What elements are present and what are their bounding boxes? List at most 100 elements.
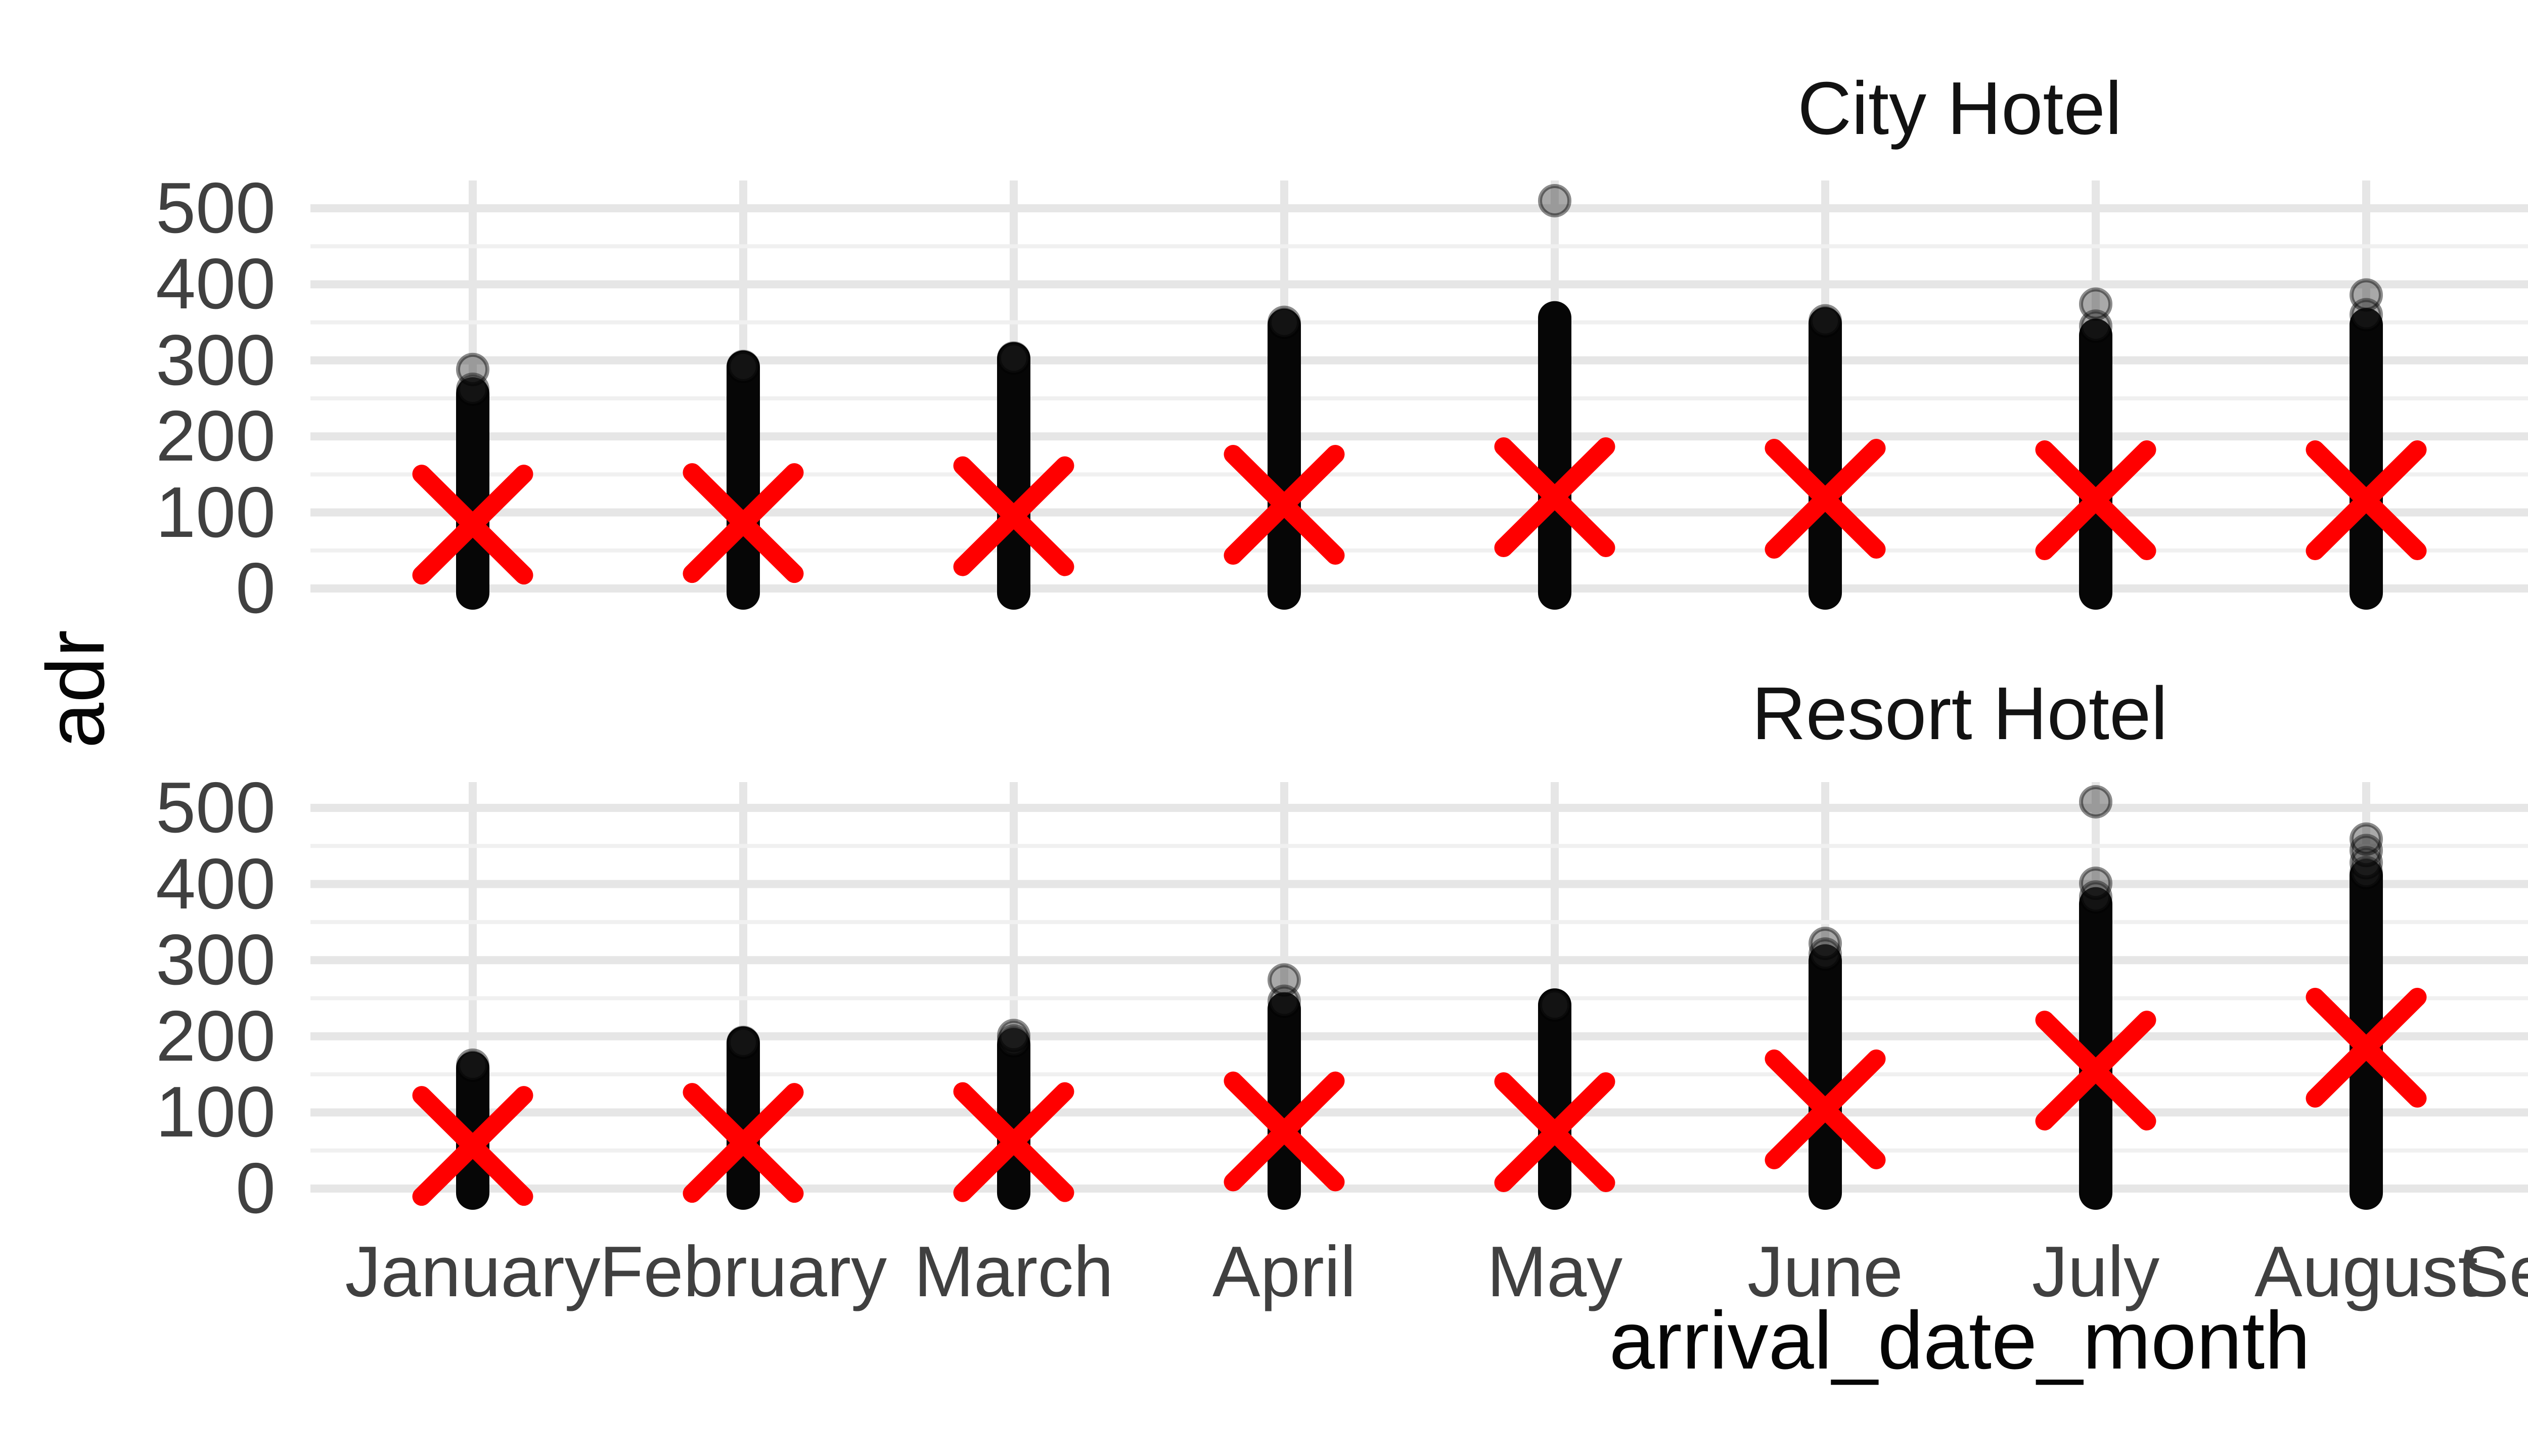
y-tick-label: 300 (156, 320, 276, 400)
gridline-major-horizontal (310, 804, 2528, 812)
gridline-minor-horizontal (310, 1072, 2528, 1077)
gridline-major-horizontal (310, 204, 2528, 212)
mean-x-marker (412, 1086, 533, 1206)
gridline-minor-horizontal (310, 472, 2528, 477)
mean-x-marker (683, 463, 804, 583)
x-tick-label: April (1212, 1232, 1357, 1312)
x-tick-label: May (1486, 1232, 1623, 1312)
outlier-point (1268, 963, 1301, 997)
gridline-major-horizontal (310, 956, 2528, 965)
outlier-point (997, 1019, 1030, 1053)
outlier-point (2350, 822, 2383, 856)
gridline-major-horizontal (310, 356, 2528, 365)
adr-point-strip (1268, 992, 1301, 1210)
mean-x-marker (1494, 1072, 1615, 1193)
gridline-major-horizontal (310, 280, 2528, 289)
adr-point-strip (727, 350, 760, 610)
gridline-major-horizontal (310, 584, 2528, 593)
outlier-point (727, 349, 760, 383)
outlier-point (2350, 834, 2383, 868)
outlier-point (2350, 298, 2383, 332)
outlier-point (2079, 785, 2112, 818)
adr-point-strip (456, 377, 489, 610)
y-axis-title: adr (30, 629, 121, 749)
mean-x-marker (1224, 1071, 1345, 1192)
x-tick-label: March (914, 1232, 1114, 1312)
outlier-point (1809, 927, 1842, 961)
gridline-minor-horizontal (310, 844, 2528, 848)
y-tick-label: 200 (156, 995, 276, 1076)
gridline-major-horizontal (310, 1185, 2528, 1193)
gridline-minor-horizontal (310, 320, 2528, 325)
x-tick-label: June (1747, 1232, 1903, 1312)
y-tick-label: 200 (156, 396, 276, 477)
adr-point-strip (2350, 308, 2383, 610)
gridline-major-horizontal (310, 880, 2528, 888)
mean-x-marker (953, 456, 1074, 576)
adr-point-strip (1809, 944, 1842, 1210)
outlier-point (456, 1049, 489, 1082)
facet-title-city-hotel: City Hotel (1797, 67, 2122, 150)
outlier-point (2079, 867, 2112, 900)
adr-point-strip (2079, 887, 2112, 1210)
gridline-minor-horizontal (310, 996, 2528, 1000)
outlier-point (2350, 278, 2383, 312)
adr-point-strip (1538, 301, 1571, 610)
outlier-point (1268, 984, 1301, 1018)
adr-point-strip (2350, 859, 2383, 1210)
outlier-point (1268, 305, 1301, 339)
x-tick-label: September (2461, 1232, 2528, 1312)
x-tick-label: January (345, 1232, 601, 1312)
outlier-point (1538, 184, 1571, 217)
adr-point-strip (1538, 988, 1571, 1210)
gridline-minor-horizontal (310, 396, 2528, 400)
adr-point-strip (1809, 307, 1842, 610)
gridline-minor-horizontal (310, 920, 2528, 924)
y-tick-label: 500 (156, 168, 276, 248)
x-tick-label: February (599, 1232, 887, 1312)
outlier-point (2079, 287, 2112, 321)
x-tick-label: August (2254, 1232, 2478, 1312)
y-tick-label: 0 (236, 548, 276, 628)
mean-x-marker (2035, 440, 2156, 561)
y-tick-label: 400 (156, 843, 276, 924)
outlier-point (456, 372, 489, 406)
y-tick-label: 400 (156, 244, 276, 325)
outlier-point (1538, 988, 1571, 1022)
mean-x-marker (2035, 1011, 2156, 1131)
y-tick-label: 100 (156, 472, 276, 553)
gridline-minor-horizontal (310, 548, 2528, 553)
adr-point-strip (997, 342, 1030, 610)
mean-x-marker (1224, 445, 1345, 565)
x-axis-title: arrival_date_month (1609, 1295, 2311, 1386)
mean-x-marker (1765, 439, 1886, 559)
mean-x-marker (412, 465, 533, 585)
mean-x-marker (2306, 440, 2427, 561)
gridline-minor-horizontal (310, 244, 2528, 249)
outlier-point (456, 352, 489, 386)
adr-point-strip (1268, 308, 1301, 610)
y-tick-label: 500 (156, 767, 276, 848)
x-tick-label: July (2032, 1232, 2160, 1312)
y-tick-label: 0 (236, 1148, 276, 1228)
facet-title-resort-hotel: Resort Hotel (1751, 672, 2168, 755)
gridline-major-horizontal (310, 432, 2528, 441)
mean-x-marker (1494, 437, 1615, 558)
outlier-point (2079, 880, 2112, 914)
y-tick-label: 300 (156, 920, 276, 1000)
adr-point-strip (997, 1028, 1030, 1210)
outlier-point (727, 1025, 760, 1059)
adr-point-strip (456, 1052, 489, 1210)
y-tick-label: 100 (156, 1072, 276, 1153)
outlier-point (2350, 846, 2383, 880)
outlier-point (2079, 309, 2112, 343)
gridline-minor-horizontal (310, 1148, 2528, 1153)
outlier-point (997, 341, 1030, 375)
gridline-major-horizontal (310, 1032, 2528, 1040)
mean-x-marker (1765, 1049, 1886, 1169)
adr-point-strip (2079, 318, 2112, 610)
gridline-major-horizontal (310, 1108, 2528, 1117)
outlier-point (1809, 304, 1842, 338)
